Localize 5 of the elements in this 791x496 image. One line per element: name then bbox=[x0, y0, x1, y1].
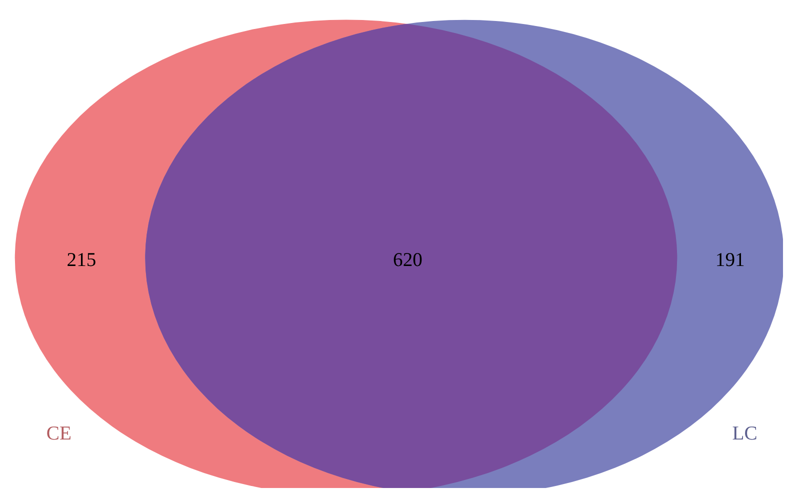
data-label: 620 bbox=[393, 250, 423, 271]
data-label: 191 bbox=[715, 250, 745, 271]
text: CE bbox=[46, 423, 72, 444]
text: LC bbox=[732, 423, 758, 444]
data-label: 215 bbox=[66, 250, 96, 271]
